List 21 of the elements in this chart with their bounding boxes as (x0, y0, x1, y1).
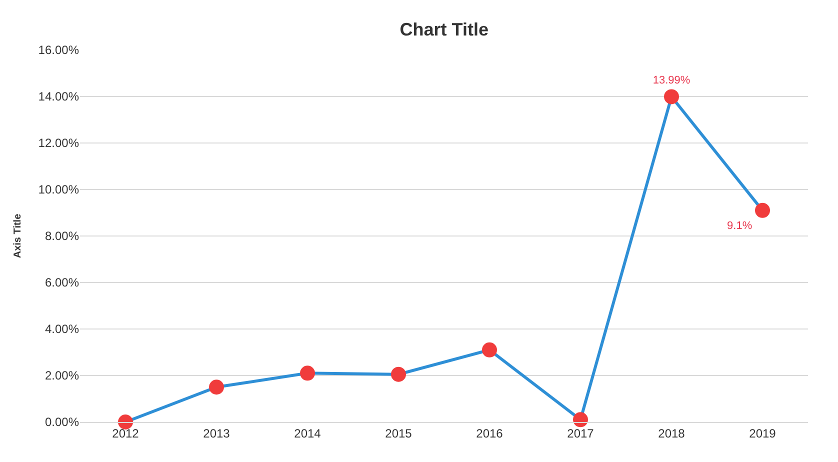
x-tick-label: 2013 (203, 426, 230, 440)
y-tick-label: 6.00% (44, 276, 80, 290)
y-tick-label: 2.00% (44, 368, 80, 383)
y-tick-label: 12.00% (38, 136, 80, 150)
y-tick-label: 4.00% (44, 322, 80, 336)
x-tick-label: 2018 (658, 426, 686, 440)
x-tick-label: 2016 (476, 426, 504, 440)
x-tick-label: 2019 (749, 426, 776, 440)
y-tick-label: 8.00% (44, 229, 80, 244)
chart-title: Chart Title (400, 20, 488, 40)
y-axis-title: Axis Title (12, 213, 24, 258)
y-tick-label: 0.00% (44, 415, 80, 430)
data-label: 9.1% (727, 220, 752, 232)
x-tick-label: 2012 (112, 426, 140, 440)
x-tick-label: 2017 (567, 426, 594, 440)
y-tick-label: 10.00% (38, 182, 80, 197)
data-label: 13.99% (652, 74, 690, 87)
x-tick-label: 2014 (294, 426, 322, 440)
y-tick-label: 14.00% (38, 90, 80, 104)
x-tick-label: 2015 (385, 426, 412, 440)
y-tick-label: 16.00% (38, 43, 80, 58)
